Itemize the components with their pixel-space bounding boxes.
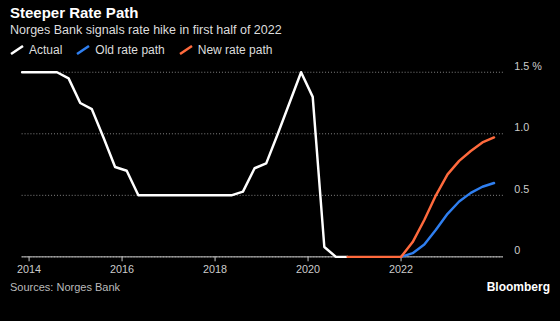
svg-text:2018: 2018 — [203, 263, 227, 275]
svg-text:0: 0 — [514, 244, 520, 256]
svg-text:1.5 %: 1.5 % — [514, 60, 542, 72]
svg-text:1.0: 1.0 — [514, 121, 529, 133]
html-text:Bloomberg: Bloomberg — [486, 280, 550, 294]
svg-text:0.5: 0.5 — [514, 183, 529, 195]
svg-text:2014: 2014 — [17, 263, 41, 275]
svg-text:2016: 2016 — [110, 263, 134, 275]
svg-text:2022: 2022 — [389, 263, 413, 275]
html-text:New rate path: New rate path — [197, 43, 273, 57]
html-text:Actual: Actual — [29, 43, 63, 57]
html-text:Old rate path: Old rate path — [95, 43, 165, 57]
html-text:Steeper Rate Path: Steeper Rate Path — [10, 4, 139, 21]
html-text:Norges Bank signals rate hike: Norges Bank signals rate hike in first h… — [10, 23, 282, 37]
svg-text:2020: 2020 — [296, 263, 320, 275]
html-text:Sources: Norges Bank: Sources: Norges Bank — [10, 281, 121, 293]
